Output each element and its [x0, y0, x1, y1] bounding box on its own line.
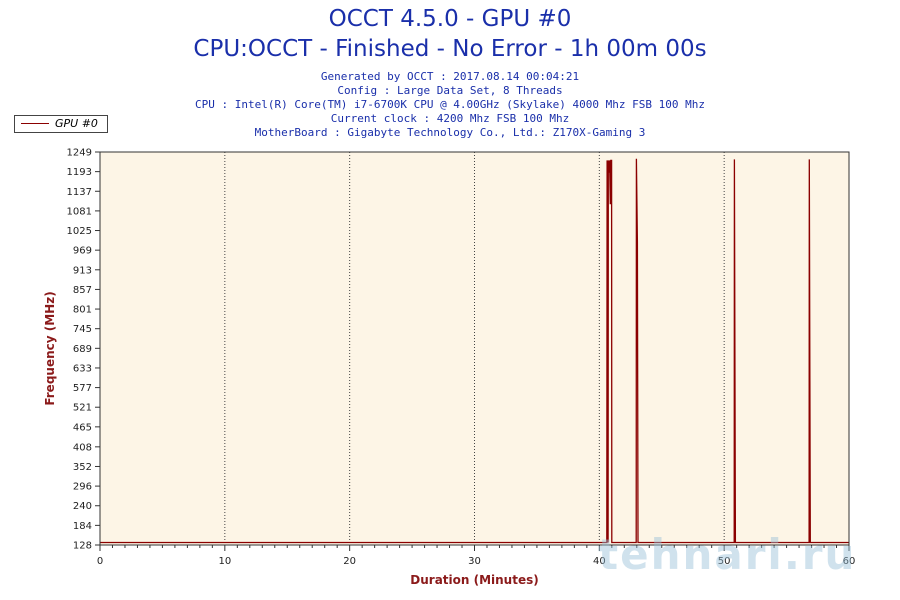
x-axis-label: Duration (Minutes) [410, 573, 538, 587]
y-tick-label-5: 408 [73, 442, 92, 453]
chart-title: OCCT 4.5.0 - GPU #0 [328, 6, 572, 32]
y-tick-label-16: 1025 [67, 226, 92, 237]
y-tick-label-19: 1193 [67, 167, 92, 178]
y-tick-label-4: 352 [73, 462, 92, 473]
y-tick-label-11: 745 [73, 324, 92, 335]
x-tick-label-1: 10 [218, 556, 231, 567]
y-tick-label-6: 465 [73, 422, 92, 433]
info-config: Config : Large Data Set, 8 Threads [337, 84, 563, 97]
y-axis-label: Frequency (MHz) [43, 291, 57, 405]
x-tick-label-2: 20 [343, 556, 356, 567]
x-tick-label-4: 40 [593, 556, 606, 567]
y-tick-label-8: 577 [73, 383, 92, 394]
y-tick-label-18: 1137 [67, 187, 92, 198]
info-cpu: CPU : Intel(R) Core(TM) i7-6700K CPU @ 4… [195, 98, 705, 111]
info-generated: Generated by OCCT : 2017.08.14 00:04:21 [320, 70, 580, 83]
y-tick-label-1: 184 [73, 521, 92, 532]
y-tick-label-7: 521 [73, 403, 92, 414]
chart-subtitle: CPU:OCCT - Finished - No Error - 1h 00m … [193, 36, 707, 62]
y-tick-label-2: 240 [73, 501, 92, 512]
y-tick-label-10: 689 [73, 344, 92, 355]
y-tick-label-20: 1249 [67, 148, 92, 159]
y-tick-label-3: 296 [73, 482, 92, 493]
chart-legend: GPU #0 [14, 115, 108, 133]
x-tick-label-5: 50 [718, 556, 731, 567]
series-line-0 [100, 158, 849, 544]
info-clock: Current clock : 4200 Mhz FSB 100 Mhz [330, 112, 570, 125]
y-tick-label-13: 857 [73, 285, 92, 296]
legend-label: GPU #0 [55, 117, 98, 130]
watermark: tehnari.ru [598, 530, 857, 579]
plot-area [100, 152, 849, 545]
legend-swatch [21, 123, 49, 124]
x-tick-label-0: 0 [97, 556, 103, 567]
y-tick-label-17: 1081 [67, 206, 92, 217]
info-motherboard: MotherBoard : Gigabyte Technology Co., L… [254, 126, 646, 139]
x-tick-label-6: 60 [843, 556, 856, 567]
y-tick-label-0: 128 [73, 541, 92, 552]
x-tick-label-3: 30 [468, 556, 481, 567]
y-tick-label-14: 913 [73, 265, 92, 276]
y-tick-label-15: 969 [73, 246, 92, 257]
y-tick-label-9: 633 [73, 363, 92, 374]
y-tick-label-12: 801 [73, 305, 92, 316]
